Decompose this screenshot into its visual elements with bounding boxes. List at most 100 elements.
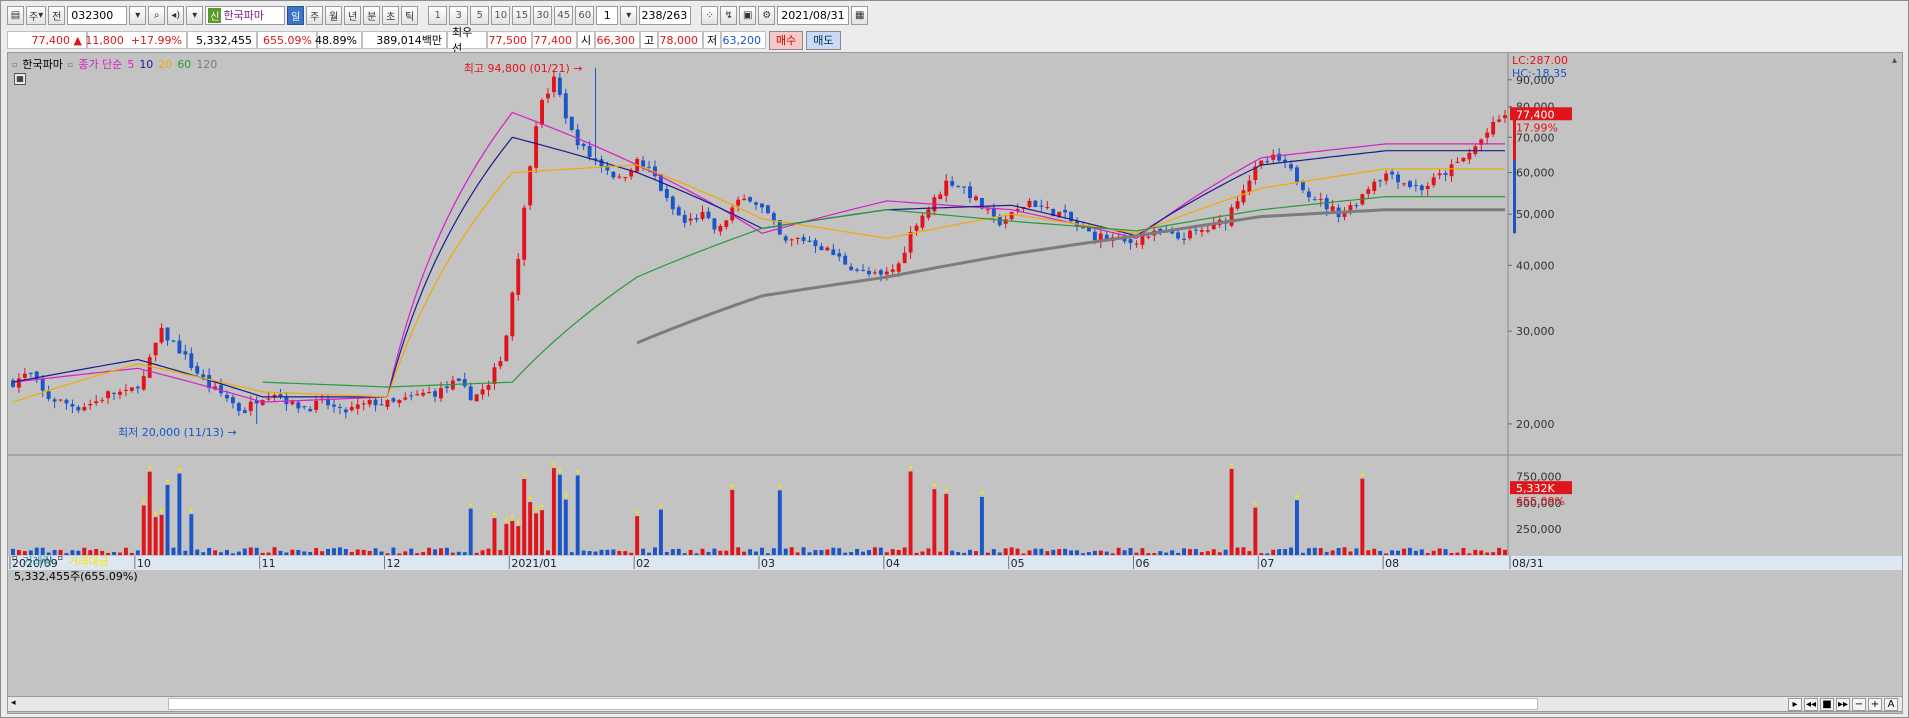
volume-bar [908, 471, 913, 555]
volume-bar [153, 517, 158, 555]
code-input[interactable]: 032300 [67, 5, 128, 25]
volume-bar [415, 553, 420, 555]
period-week-tab[interactable]: 주 [306, 5, 324, 25]
chart-area[interactable]: 90,000 80,000 70,000 60,000 50,000 40,000 30,0… [7, 52, 1903, 714]
candle-body [938, 194, 943, 200]
stock-name-field[interactable]: 신 한국파마 [205, 5, 286, 25]
volume-info: 5,332,455주(655.09%) [14, 570, 138, 583]
volume-bar [1497, 547, 1502, 555]
interval-5[interactable]: 5 [470, 5, 490, 25]
volume-bar [1057, 549, 1062, 555]
arrow-down-icon[interactable]: ▾ [186, 5, 204, 25]
scrollbar-thumb[interactable] [168, 698, 1538, 710]
candle-body [546, 93, 550, 99]
interval-60[interactable]: 60 [575, 5, 595, 25]
candle-body [593, 158, 598, 160]
scroll-left-icon[interactable]: ◂ [11, 698, 16, 708]
volume-bar [540, 510, 544, 555]
volume-bar [1015, 548, 1020, 555]
unit-dropdown-icon[interactable]: ▾ [620, 5, 638, 25]
buy-button[interactable]: 매수 [769, 30, 804, 50]
period-month-tab[interactable]: 월 [325, 5, 343, 25]
volume-bar [991, 549, 996, 555]
candle-body [724, 220, 729, 227]
unit-input[interactable]: 1 [596, 5, 619, 25]
volume-bar [861, 551, 865, 555]
candle-body [1098, 233, 1103, 243]
page-counter[interactable]: 238/263 [639, 5, 692, 25]
volume-bar [1164, 552, 1169, 555]
scroll-right-icon[interactable]: ▸ [1788, 697, 1802, 711]
code-dropdown-icon[interactable]: ▾ [129, 5, 147, 25]
volume-bar [771, 548, 776, 555]
volume-bar [1473, 549, 1478, 555]
volume-bar [658, 509, 663, 555]
stop-icon[interactable]: ■ [1820, 697, 1834, 711]
volume-bar [1407, 547, 1412, 555]
period-tick-tab[interactable]: 틱 [401, 5, 419, 25]
volume-bar [314, 548, 319, 555]
open-label: 시 [577, 31, 595, 49]
candle-body [528, 166, 533, 206]
chart-scrollbar[interactable]: ◂ ▸ ◂◂ ■ ▸▸ − + A [7, 696, 1903, 712]
date-input[interactable]: 2021/08/31 [777, 5, 850, 25]
interval-15[interactable]: 15 [512, 5, 532, 25]
period-minute-tab[interactable]: 분 [363, 5, 381, 25]
candle-body [997, 216, 1002, 226]
legend-ma-label: 종가 단순 [78, 58, 123, 71]
volume-bar [516, 526, 521, 555]
volume-bar [385, 553, 390, 555]
speaker-icon[interactable]: ◂) [167, 5, 185, 25]
chart-menu-icon[interactable]: ▤ [7, 5, 24, 25]
rewind-icon[interactable]: ◂◂ [1804, 697, 1818, 711]
interval-3[interactable]: 3 [449, 5, 469, 25]
volume-bar [349, 551, 354, 555]
amount-marker [576, 469, 580, 473]
grid-toggle-icon[interactable]: ▦ [14, 73, 26, 85]
link-icon[interactable]: ⁘ [701, 5, 719, 25]
candle-body [1318, 199, 1323, 201]
save-icon[interactable]: ▣ [739, 5, 757, 25]
period-year-tab[interactable]: 년 [344, 5, 362, 25]
volume-bar [1217, 552, 1222, 555]
volume-bar [58, 549, 63, 555]
crosshair-icon[interactable]: ↯ [720, 5, 738, 25]
candle-body [1253, 166, 1258, 180]
interval-45[interactable]: 45 [554, 5, 574, 25]
zoom-in-icon[interactable]: + [1868, 697, 1882, 711]
candle-body [1128, 239, 1133, 244]
candle-body [159, 327, 164, 343]
candle-body [409, 395, 414, 397]
font-size-icon[interactable]: A [1884, 697, 1898, 711]
volume-bar [956, 552, 961, 555]
period-second-tab[interactable]: 초 [382, 5, 400, 25]
candle-body [444, 386, 449, 389]
volume-bar [1045, 551, 1050, 555]
chart-canvas[interactable]: 90,00080,00070,00060,00050,00040,00030,0… [8, 53, 1902, 695]
amount-marker [469, 503, 473, 507]
mode-button[interactable]: 전 [48, 5, 66, 25]
sell-button[interactable]: 매도 [806, 30, 841, 50]
volume-bar [653, 547, 657, 555]
amount-marker [659, 504, 663, 508]
quote-bar: 77,400 ▲ 11,800 +17.99% 5,332,455 655.09… [7, 26, 841, 55]
search-icon[interactable]: ⌕ [148, 5, 166, 25]
period-day-tab[interactable]: 일 [287, 5, 305, 25]
zoom-out-icon[interactable]: − [1852, 697, 1866, 711]
interval-10[interactable]: 10 [491, 5, 511, 25]
candle-body [1057, 211, 1062, 218]
gear-icon[interactable]: ⚙ [758, 5, 776, 25]
open-value: 66,300 [595, 31, 640, 49]
market-type-select[interactable]: 주 ▾ [26, 5, 47, 25]
volume-bar [1081, 553, 1085, 555]
volume-bar [219, 552, 223, 555]
interval-1[interactable]: 1 [428, 5, 448, 25]
volume-bar [575, 475, 580, 555]
day-range-bar [1513, 112, 1516, 161]
interval-30[interactable]: 30 [533, 5, 553, 25]
volume-bar [1199, 552, 1204, 555]
calendar-icon[interactable]: ▦ [851, 5, 869, 25]
candle-body [855, 269, 860, 271]
volume-bar [1033, 548, 1038, 555]
fast-forward-icon[interactable]: ▸▸ [1836, 697, 1850, 711]
